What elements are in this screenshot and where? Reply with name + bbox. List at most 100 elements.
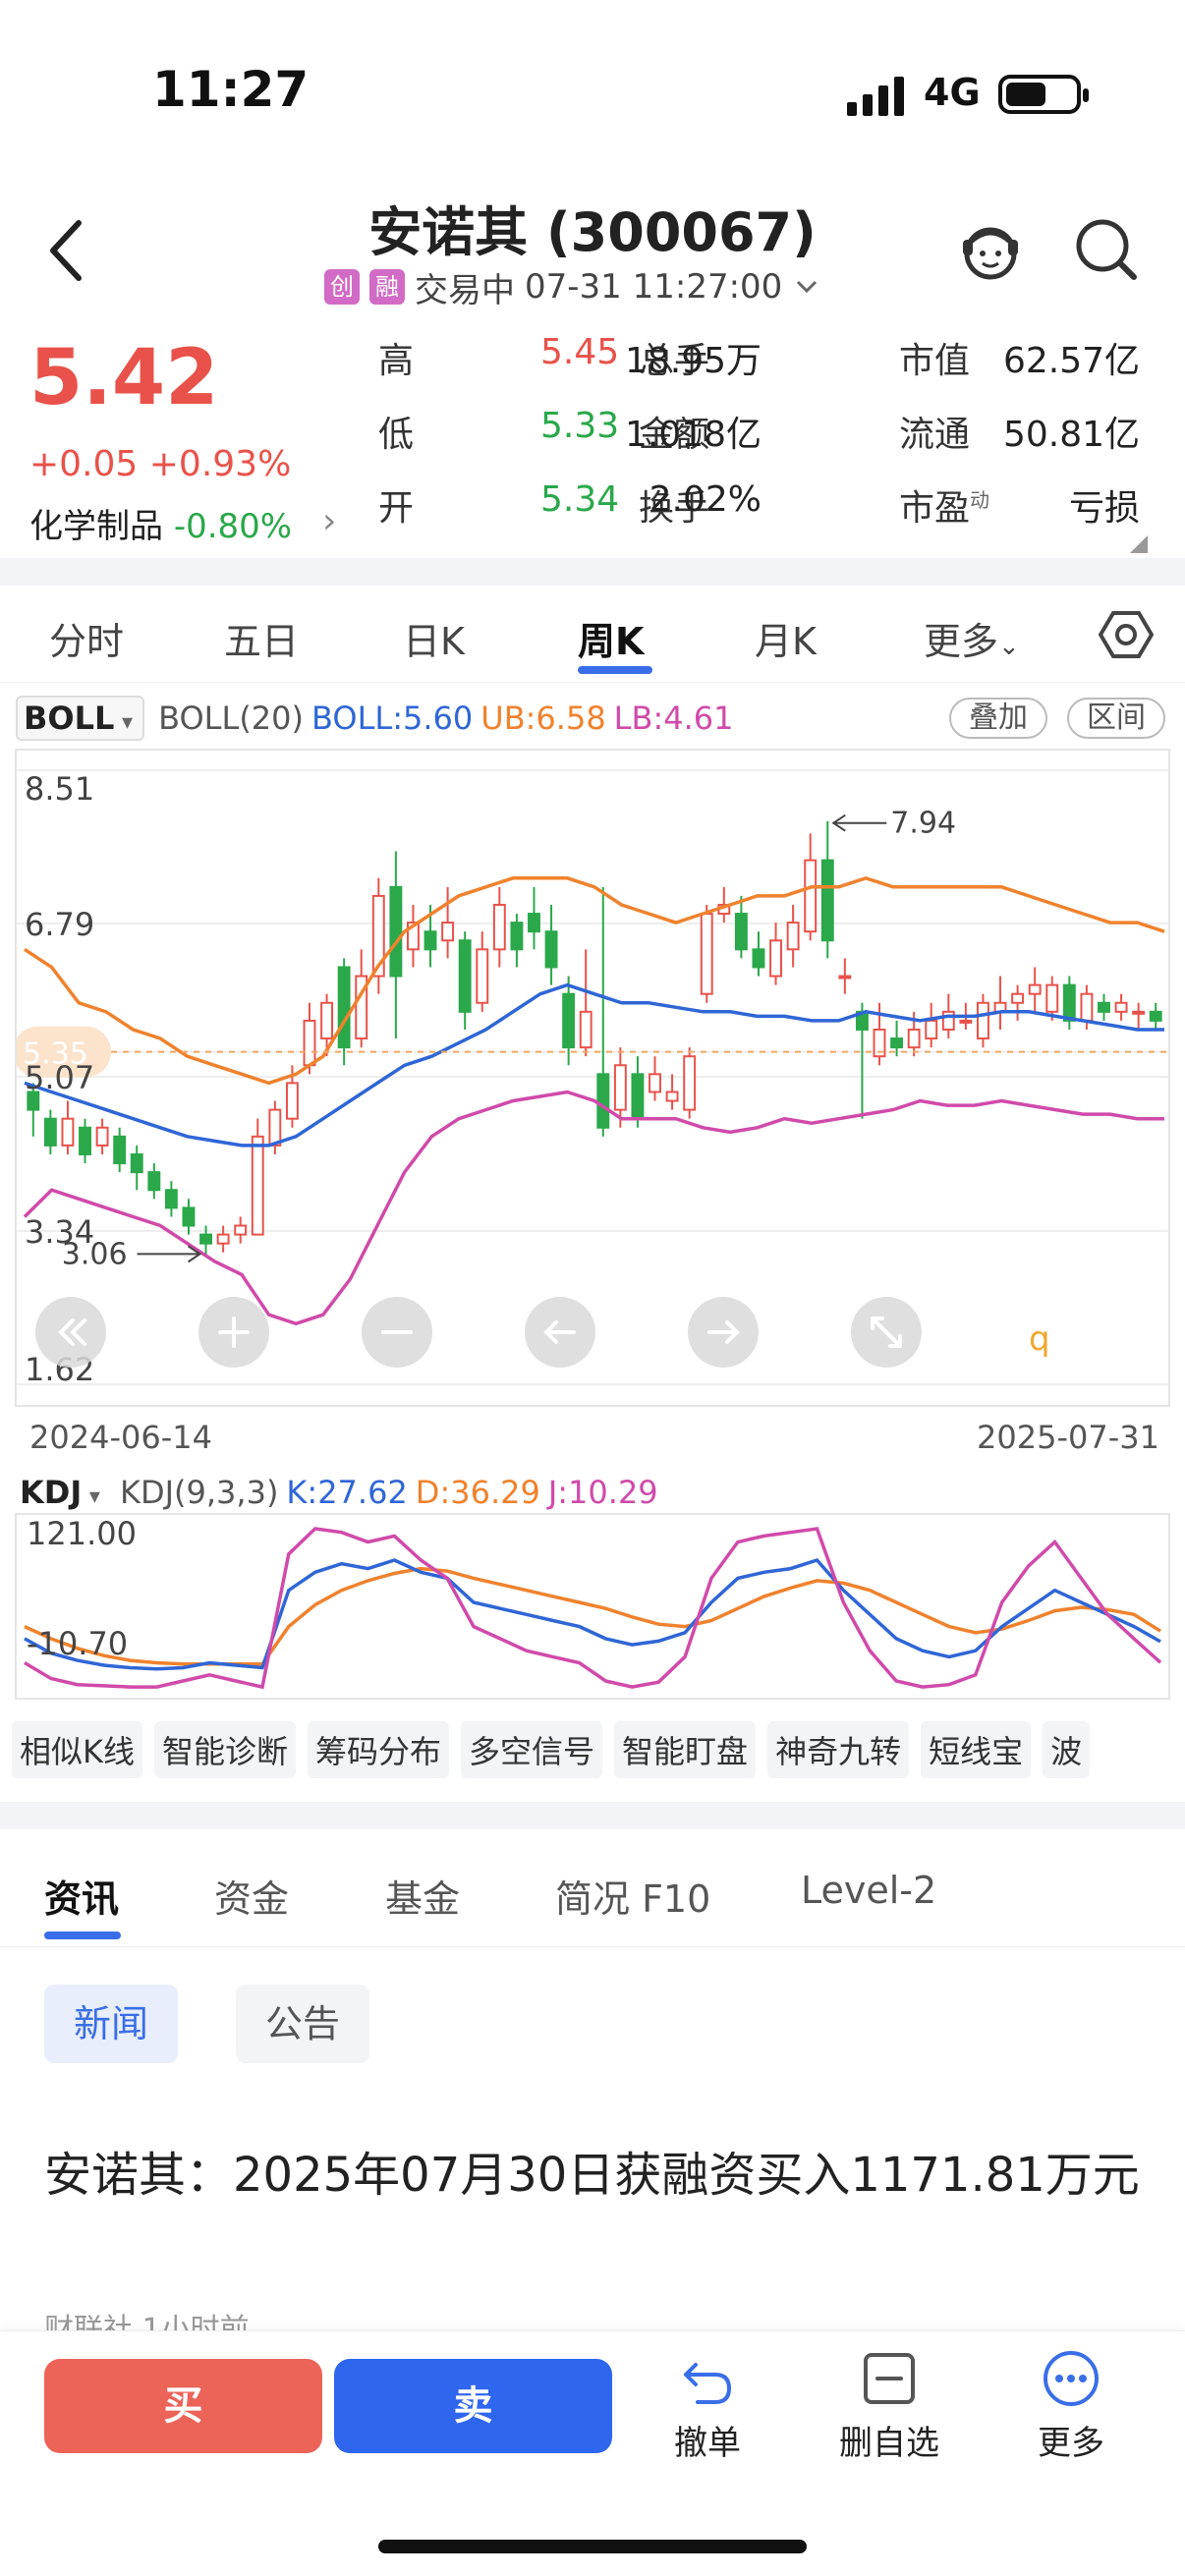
status-time: 11:27 (152, 61, 310, 118)
tab-f10[interactable]: 简况 F10 (555, 1877, 711, 1921)
tab-level2[interactable]: Level-2 (801, 1869, 937, 1912)
left-control-icon[interactable] (525, 1297, 595, 1368)
tab-news-info[interactable]: 资讯 (44, 1877, 120, 1921)
indicator-selector[interactable]: BOLL ▾ (16, 696, 145, 741)
buy-button[interactable]: 买 (44, 2359, 322, 2453)
candle-body (925, 1019, 938, 1040)
chart-tool-button[interactable]: 筹码分布 (308, 1721, 450, 1778)
candle-body (734, 913, 748, 951)
current-price-label: 5.35 (23, 1037, 88, 1072)
chart-tool-button[interactable]: 智能盯盘 (614, 1721, 757, 1778)
chart-tool-button[interactable]: 神奇九转 (767, 1721, 910, 1778)
zoom-in-control-icon[interactable] (198, 1297, 269, 1368)
chart-tool-button[interactable]: 智能诊断 (154, 1721, 297, 1778)
more-dots-icon (1044, 2351, 1099, 2406)
search-icon[interactable] (1071, 214, 1142, 285)
chart-tool-button[interactable]: 相似K线 (12, 1721, 142, 1778)
tab-more[interactable]: 更多⌄ (924, 620, 1020, 663)
settings-icon[interactable] (1099, 607, 1154, 662)
kdj-chart[interactable]: 121.00 -10.70 (15, 1513, 1170, 1700)
sector-row[interactable]: 化学制品 -0.80% (29, 499, 292, 547)
quote-grid: 高 5.45 总手 18.95万 市值 62.57亿低 5.33 金额 1.018亿 流通 50.8… (378, 332, 1164, 553)
candle-body (752, 948, 765, 969)
tab-five-day[interactable]: 五日 (224, 620, 300, 663)
overlay-button[interactable]: 叠加 (949, 698, 1047, 739)
trading-status-line[interactable]: 创 融 交易中 07-31 11:27:00 (324, 265, 821, 310)
tab-fund[interactable]: 基金 (385, 1877, 461, 1921)
boll-ub-line (24, 875, 1165, 1086)
current-price-tag (13, 1026, 111, 1078)
news-headline[interactable]: 安诺其：2025年07月30日获融资买入1171.81万元 (44, 2148, 1140, 2203)
quote-label: 市值 (899, 341, 971, 381)
kline-chart[interactable]: 8.51 6.79 5.35 5.07 3.34 1.62 7.94 3.06 q (13, 749, 1170, 1407)
subtab-announcement[interactable]: 公告 (236, 1985, 370, 2063)
candle-body (562, 992, 576, 1049)
zoom-out-control-icon[interactable] (362, 1297, 432, 1368)
candle-body (631, 1073, 645, 1120)
back-icon[interactable] (39, 211, 98, 290)
section-divider (0, 1802, 1185, 1829)
quote-value: 5.34 (540, 479, 620, 520)
candle-body (1080, 992, 1094, 1022)
tab-funds-flow[interactable]: 资金 (214, 1877, 290, 1921)
candle-body (596, 1073, 610, 1129)
candle-body (838, 975, 852, 980)
kdj-d-value: D:36.29 (415, 1474, 540, 1511)
candle-body (769, 939, 782, 978)
customer-service-icon[interactable] (955, 214, 1026, 285)
tab-daily-k[interactable]: 日K (403, 620, 465, 663)
price-change: +0.05 +0.93% (29, 444, 292, 484)
candle-body (1062, 983, 1076, 1022)
more-button[interactable]: 更多 (997, 2349, 1145, 2464)
chart-tools: 相似K线 智能诊断 筹码分布 多空信号 智能盯盘 神奇九转 短线宝波 (12, 1721, 1091, 1778)
news-tabs: 资讯 资金 基金 简况 F10 Level-2 (0, 1829, 1185, 1947)
boll-lb-line (23, 1090, 1164, 1326)
rewind-control-icon[interactable] (35, 1297, 106, 1368)
battery-icon (998, 75, 1089, 114)
chart-tool-button[interactable]: 多空信号 (461, 1721, 603, 1778)
range-button[interactable]: 区间 (1067, 698, 1165, 739)
chart-tool-button[interactable]: 短线宝 (921, 1721, 1032, 1778)
chart-tool-button[interactable]: 波 (1043, 1721, 1091, 1778)
candle-body (683, 1055, 697, 1111)
chevron-right-icon[interactable]: › (322, 501, 337, 541)
corner-triangle-icon (1130, 535, 1148, 553)
boll-mid-line (24, 982, 1164, 1148)
candle-body (371, 894, 385, 978)
tab-intraday[interactable]: 分时 (49, 620, 125, 663)
signal-icon (847, 77, 904, 116)
candle-body (320, 1001, 334, 1040)
subtab-news[interactable]: 新闻 (44, 1985, 179, 2063)
candle-body (977, 1001, 989, 1040)
quote-label: 市盈动 (899, 488, 990, 529)
quote-label: 流通 (899, 415, 971, 455)
more-label: 更多 (1038, 2424, 1104, 2463)
candle-body (1011, 992, 1025, 1004)
kdj-top-label: 121.00 (27, 1515, 137, 1552)
fullscreen-control-icon[interactable] (851, 1297, 922, 1368)
candle-body (423, 930, 437, 951)
candle-body (476, 948, 489, 1004)
sector-name: 化学制品 (29, 507, 163, 546)
candle-body (182, 1206, 196, 1227)
quote-value: 1.018亿 (624, 415, 762, 455)
low-arrow-head (187, 1245, 202, 1263)
kdj-chart-svg: 121.00 -10.70 (24, 1515, 1162, 1690)
remove-watchlist-icon (864, 2353, 915, 2404)
kdj-indicator-bar: KDJ ▾ KDJ(9,3,3) K:27.62 D:36.29 J:10.29 (16, 1468, 1171, 1517)
sell-button[interactable]: 卖 (334, 2359, 612, 2453)
kdj-bottom-label: -10.70 (27, 1625, 128, 1662)
tab-weekly-k[interactable]: 周K (578, 620, 645, 663)
candle-body (164, 1189, 178, 1209)
candle-body (492, 903, 506, 951)
remove-watchlist-button[interactable]: 删自选 (816, 2349, 963, 2464)
right-control-icon[interactable] (688, 1297, 759, 1368)
active-tab-indicator (578, 666, 652, 674)
kdj-selector[interactable]: KDJ ▾ (20, 1474, 100, 1511)
tab-monthly-k[interactable]: 月K (755, 620, 817, 663)
candle-body (820, 859, 834, 942)
candle-body (285, 1082, 299, 1120)
candle-body (61, 1117, 75, 1147)
cancel-order-button[interactable]: 撤单 (634, 2349, 781, 2464)
candle-body (579, 1010, 592, 1049)
